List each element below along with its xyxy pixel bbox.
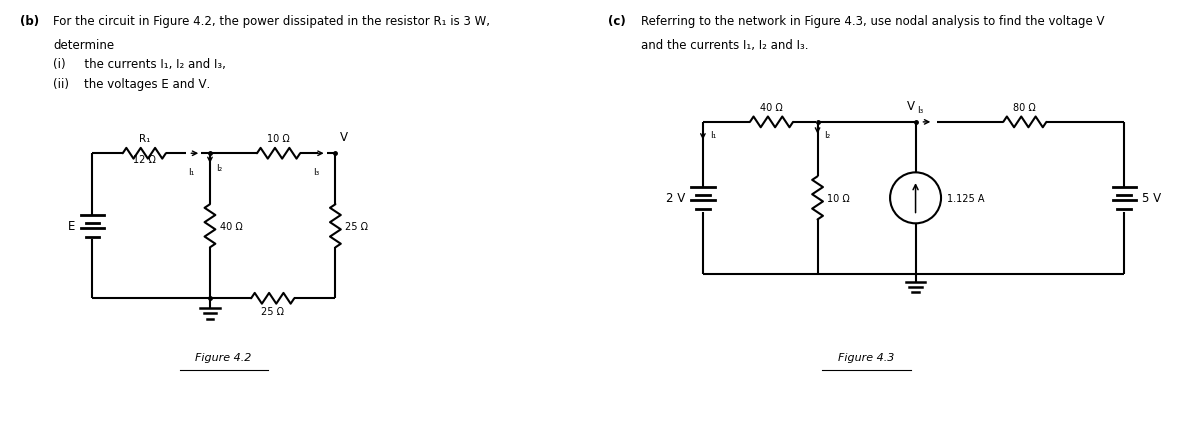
Text: R₁: R₁: [139, 134, 150, 144]
Text: 10 Ω: 10 Ω: [268, 134, 290, 144]
Text: 2 V: 2 V: [666, 192, 685, 205]
Text: (i)     the currents I₁, I₂ and I₃,: (i) the currents I₁, I₂ and I₃,: [53, 58, 226, 71]
Text: I₁: I₁: [709, 130, 716, 139]
Text: (c): (c): [608, 15, 625, 28]
Text: and the currents I₁, I₂ and I₃.: and the currents I₁, I₂ and I₃.: [641, 39, 809, 52]
Text: 5 V: 5 V: [1142, 192, 1162, 205]
Text: I₃: I₃: [918, 106, 924, 115]
Text: 40 Ω: 40 Ω: [760, 103, 782, 113]
Text: 25 Ω: 25 Ω: [346, 221, 368, 231]
Text: 12 Ω: 12 Ω: [133, 155, 156, 165]
Text: I₂: I₂: [216, 164, 222, 173]
Text: 10 Ω: 10 Ω: [827, 194, 850, 203]
Text: (b): (b): [20, 15, 38, 28]
Text: I₂: I₂: [824, 130, 830, 139]
Text: Figure 4.2: Figure 4.2: [196, 352, 252, 362]
Text: V⁡: V⁡: [907, 100, 914, 113]
Text: 40 Ω: 40 Ω: [220, 221, 242, 231]
Text: Figure 4.3: Figure 4.3: [839, 352, 895, 362]
Text: I₃: I₃: [313, 168, 319, 177]
Text: 80 Ω: 80 Ω: [1014, 103, 1037, 113]
Text: 25 Ω: 25 Ω: [262, 307, 284, 316]
Text: I₁: I₁: [188, 168, 194, 177]
Text: E: E: [68, 220, 76, 233]
Text: 1.125 A: 1.125 A: [947, 194, 984, 203]
Text: Referring to the network in Figure 4.3, use nodal analysis to find the voltage V: Referring to the network in Figure 4.3, …: [641, 15, 1105, 28]
Text: determine: determine: [53, 39, 114, 52]
Text: For the circuit in Figure 4.2, the power dissipated in the resistor R₁ is 3 W,: For the circuit in Figure 4.2, the power…: [53, 15, 490, 28]
Text: (ii)    the voltages E and V⁡.: (ii) the voltages E and V⁡.: [53, 78, 210, 91]
Text: V⁡: V⁡: [341, 131, 348, 144]
